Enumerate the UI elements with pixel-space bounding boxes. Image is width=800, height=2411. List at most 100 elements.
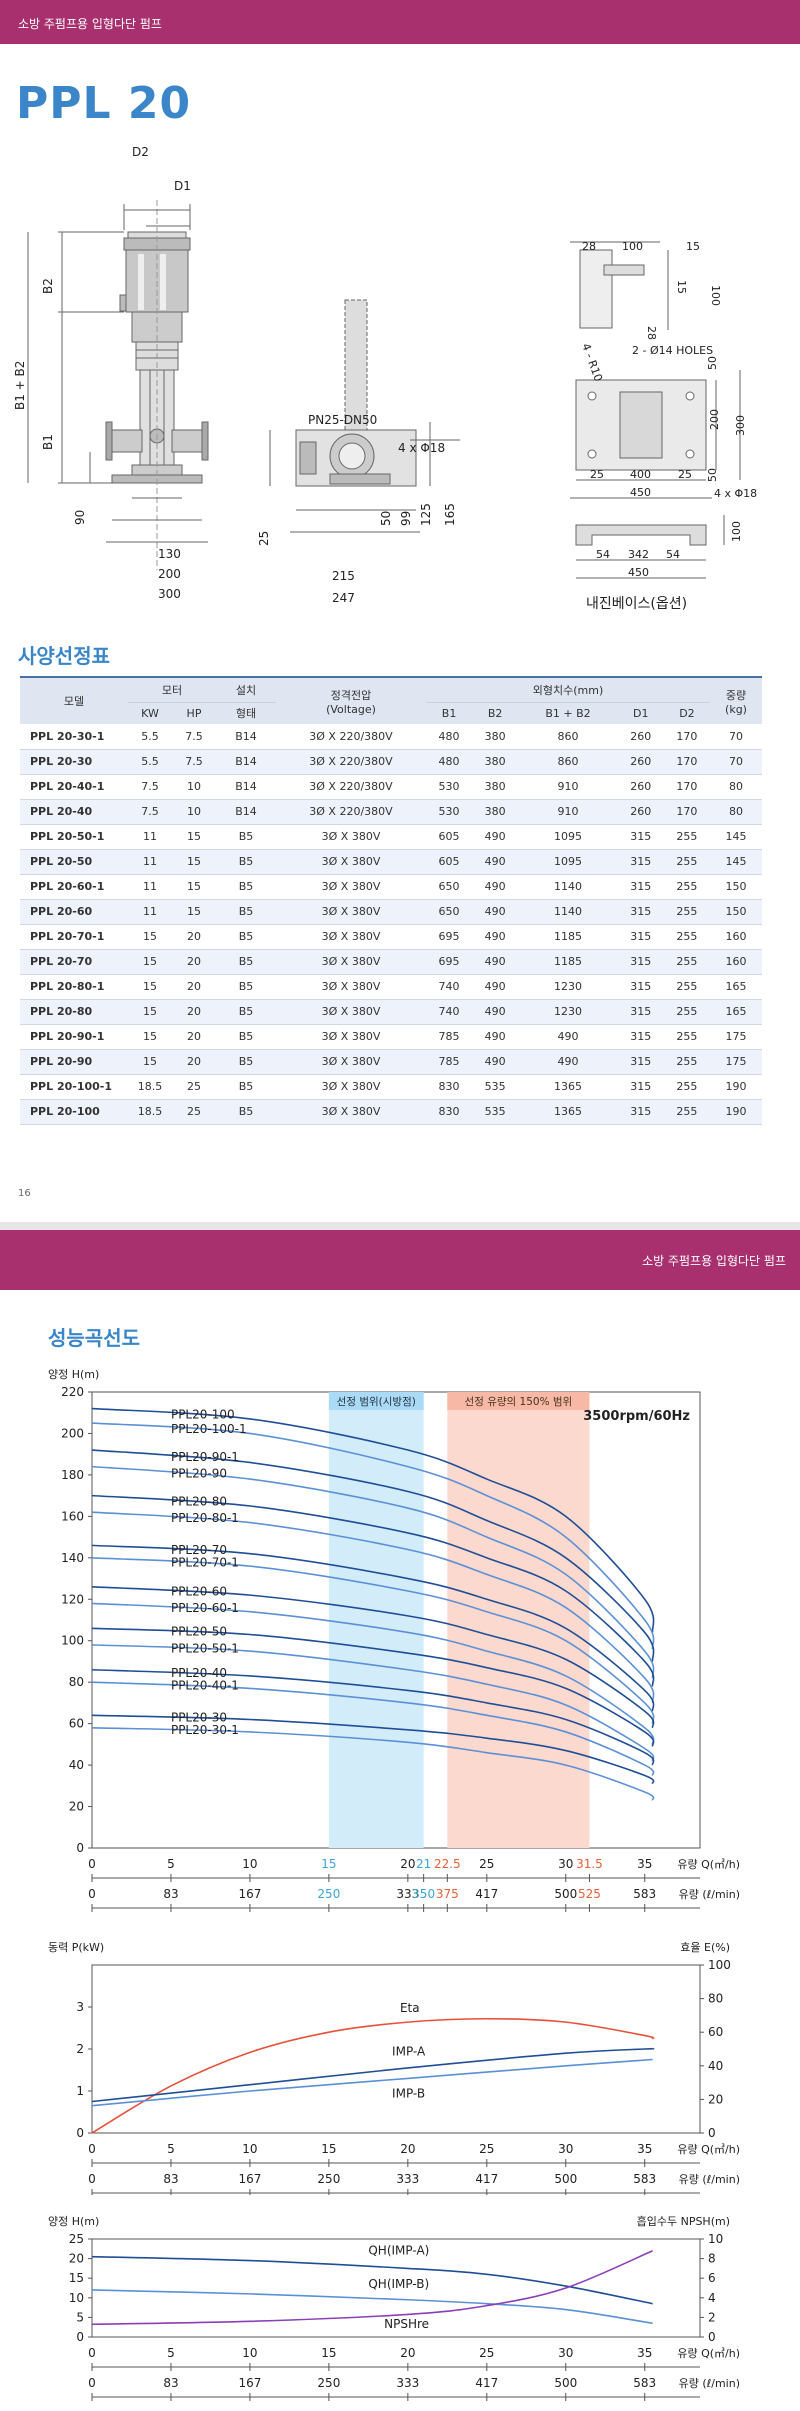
x-tick-label: 21 [416, 1857, 431, 1871]
y-right-tick-label: 80 [708, 1992, 723, 2006]
table-cell: 3Ø X 380V [276, 1024, 426, 1050]
x-tick-label: 0 [88, 2346, 96, 2360]
table-row: PPL 20-40 7.5 10 B14 3Ø X 220/380V 530 380 910 2… [20, 799, 762, 825]
y-tick-label: 160 [61, 1509, 84, 1523]
table-cell: 150 [710, 899, 762, 925]
table-cell: 15 [172, 824, 216, 850]
x2-tick-label: 0 [88, 1887, 96, 1901]
col-b1b2: B1 + B2 [518, 701, 618, 724]
table-cell: 1365 [518, 1074, 618, 1100]
cell-model: PPL 20-90-1 [20, 1024, 128, 1050]
base-mid-50b: 50 [706, 468, 719, 482]
x-tick-label: 20 [400, 1857, 415, 1871]
x2-tick-label: 500 [554, 2172, 577, 2186]
base-mid-400: 400 [630, 468, 651, 481]
x-tick-label: 35 [637, 2142, 652, 2156]
table-cell: B5 [216, 1074, 276, 1100]
table-cell: 255 [663, 924, 710, 950]
table-cell: 15 [128, 949, 172, 975]
table-cell: 10 [172, 774, 216, 800]
table-cell: 80 [710, 799, 762, 825]
base-mid-25b: 25 [678, 468, 692, 481]
curve-label: PPL20-90-1 [171, 1450, 239, 1464]
table-cell: 490 [472, 924, 519, 950]
x2-tick-label: 583 [633, 1887, 656, 1901]
y-tick-label: 10 [69, 2291, 84, 2305]
x2-tick-label: 83 [163, 2376, 178, 2390]
col-d1: D1 [617, 701, 664, 724]
base-top-100v: 100 [709, 285, 722, 306]
table-row: PPL 20-80-1 15 20 B5 3Ø X 380V 740 490 1230 315 2… [20, 974, 762, 1000]
table-cell: 315 [617, 899, 664, 925]
y-right-axis-label: 효율 E(%) [680, 1941, 730, 1954]
table-cell: 11 [128, 874, 172, 900]
y-right-axis-label: 흡입수두 NPSH(m) [637, 2215, 730, 2228]
table-cell: 830 [426, 1099, 473, 1125]
table-cell: 25 [172, 1099, 216, 1125]
y-right-tick-label: 0 [708, 2330, 716, 2344]
table-cell: 315 [617, 1099, 664, 1125]
x2-tick-label: 350 [412, 1887, 435, 1901]
y-right-tick-label: 6 [708, 2271, 716, 2285]
table-cell: 490 [472, 974, 519, 1000]
table-cell: B5 [216, 924, 276, 950]
x-tick-label: 31.5 [576, 1857, 603, 1871]
x2-tick-label: 250 [317, 2376, 340, 2390]
x2-tick-label: 583 [633, 2172, 656, 2186]
dim-holes: 4 x Φ18 [398, 441, 445, 455]
curve-label: PPL20-70-1 [171, 1555, 239, 1569]
y-tick-label: 0 [76, 2126, 84, 2140]
col-voltage: 정격전압 (Voltage) [276, 676, 426, 724]
table-cell: 1185 [518, 924, 618, 950]
cell-model: PPL 20-40 [20, 799, 128, 825]
y-tick-label: 140 [61, 1551, 84, 1565]
x-tick-label: 5 [167, 2142, 175, 2156]
col-dims: 외형치수(mm) [426, 676, 710, 702]
col-b1: B1 [426, 701, 473, 724]
table-cell: 3Ø X 380V [276, 849, 426, 875]
base-mid-300: 300 [734, 415, 747, 436]
header-category-2: 소방 주펌프용 입형다단 펌프 [642, 1254, 786, 1268]
base-mid-450: 450 [630, 486, 651, 499]
table-cell: 7.5 [172, 749, 216, 775]
table-cell: 1140 [518, 899, 618, 925]
table-cell: 175 [710, 1024, 762, 1050]
table-cell: 530 [426, 799, 473, 825]
table-cell: 315 [617, 849, 664, 875]
table-cell: 10 [172, 799, 216, 825]
table-cell: B14 [216, 774, 276, 800]
y-right-tick-label: 10 [708, 2232, 723, 2246]
table-cell: 165 [710, 974, 762, 1000]
table-cell: 255 [663, 849, 710, 875]
table-cell: 830 [426, 1074, 473, 1100]
x2-tick-label: 250 [317, 2172, 340, 2186]
curve-label: PPL20-100-1 [171, 1422, 247, 1436]
table-cell: 260 [617, 749, 664, 775]
dim-w300: 300 [158, 587, 181, 601]
table-cell: 255 [663, 899, 710, 925]
table-cell: 490 [472, 899, 519, 925]
x2-tick-label: 333 [396, 2172, 419, 2186]
table-cell: 380 [472, 724, 519, 750]
curve-ppl20-40-1 [91, 1681, 655, 1776]
col-voltage-ko: 정격전압 [330, 688, 372, 702]
table-cell: B5 [216, 1049, 276, 1075]
table-cell: 15 [128, 999, 172, 1025]
table-cell: 530 [426, 774, 473, 800]
table-cell: 535 [472, 1099, 519, 1125]
x2-tick-label: 417 [475, 2376, 498, 2390]
table-cell: 740 [426, 974, 473, 1000]
dim-d1: D1 [174, 179, 191, 193]
y-tick-label: 220 [61, 1385, 84, 1399]
curve-ppl20-100 [91, 1407, 655, 1633]
table-cell: 7.5 [172, 724, 216, 750]
y-axis-label: 동력 P(kW) [48, 1941, 104, 1954]
table-cell: 70 [710, 749, 762, 775]
table-cell: 490 [518, 1049, 618, 1075]
table-cell: 145 [710, 849, 762, 875]
x2-tick-label: 83 [163, 2172, 178, 2186]
x2-tick-label: 333 [396, 1887, 419, 1901]
x-tick-label: 30 [558, 2142, 573, 2156]
base-bot-450: 450 [628, 566, 649, 579]
